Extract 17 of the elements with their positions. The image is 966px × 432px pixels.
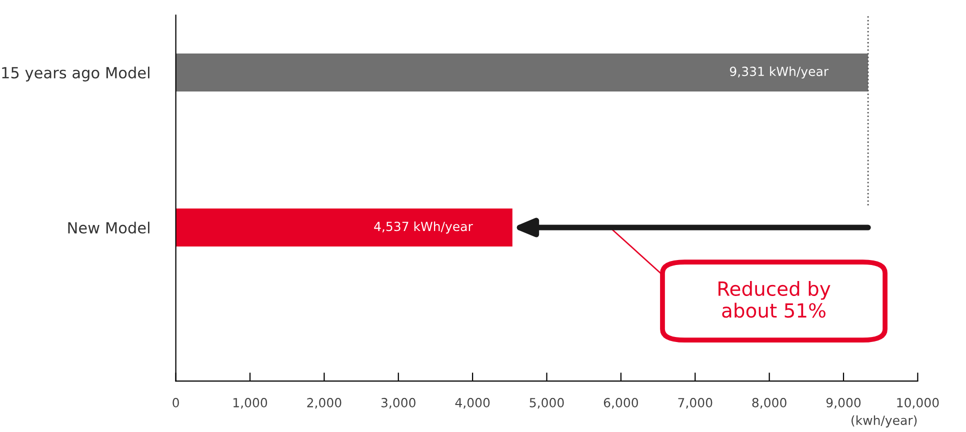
x-tick-label: 6,000 [604,398,638,409]
x-tick-label: 7,000 [678,398,712,409]
x-tick-label: 1,000 [233,398,268,409]
x-tick-label: 4,000 [455,398,490,409]
x-tick-label: 9,000 [826,398,861,409]
data-label: 9,331 kWh/year [730,66,829,79]
annotation: Reduced by about 51% [718,280,830,318]
x-tick-label: 3,000 [381,398,416,409]
data-label: 4,537 kWh/year [374,221,473,234]
x-tick-label: 0 [172,398,179,408]
y-tick-label: New Model [68,222,150,234]
x-tick-label: 10,000 [897,398,939,409]
y-tick-label: 15 years ago Model [2,66,150,82]
x-tick-label: 5,000 [530,398,564,409]
x-axis-title: (kwh/year) [852,415,917,428]
x-tick-label: 8,000 [752,398,786,409]
x-tick-label: 2,000 [307,398,342,409]
